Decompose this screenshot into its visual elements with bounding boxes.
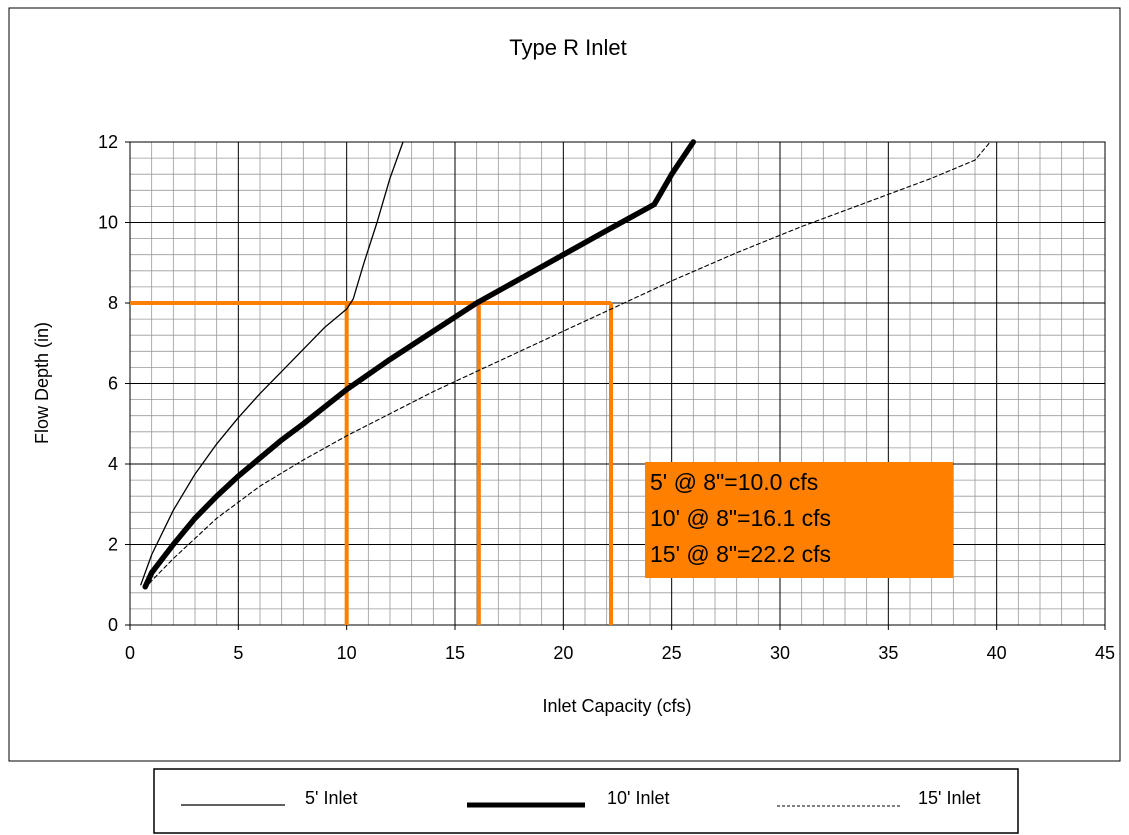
y-tick-label: 2 [108, 535, 118, 555]
series-line-0 [140, 141, 404, 586]
y-axis-title: Flow Depth (in) [32, 322, 52, 444]
legend-label-10ft: 10' Inlet [607, 788, 669, 808]
x-tick-label: 45 [1095, 643, 1115, 663]
x-axis-title: Inlet Capacity (cfs) [542, 696, 691, 716]
reference-lines [130, 301, 613, 625]
y-tick-label: 12 [98, 132, 118, 152]
y-tick-label: 0 [108, 615, 118, 635]
x-tick-label: 35 [878, 643, 898, 663]
series-line-1 [142, 139, 697, 590]
annotation-line-3: 15' @ 8"=22.2 cfs [650, 541, 831, 567]
x-tick-label: 15 [445, 643, 465, 663]
legend-label-5ft: 5' Inlet [305, 788, 357, 808]
series-line-2 [144, 141, 991, 590]
y-axis-ticks: 0 2 4 6 8 10 12 [98, 132, 130, 635]
y-tick-label: 10 [98, 213, 118, 233]
x-tick-label: 30 [770, 643, 790, 663]
x-tick-label: 0 [125, 643, 135, 663]
annotation-line-2: 10' @ 8"=16.1 cfs [650, 505, 831, 531]
x-tick-label: 20 [553, 643, 573, 663]
legend-label-15ft: 15' Inlet [918, 788, 980, 808]
x-tick-label: 40 [987, 643, 1007, 663]
x-axis-ticks: 0 5 10 15 20 25 30 35 40 45 [125, 625, 1115, 663]
series-lines [140, 139, 991, 590]
y-tick-label: 8 [108, 293, 118, 313]
annotation-box: 5' @ 8"=10.0 cfs 10' @ 8"=16.1 cfs 15' @… [645, 462, 953, 578]
annotation-background [645, 462, 953, 578]
y-tick-label: 4 [108, 454, 118, 474]
x-tick-label: 25 [662, 643, 682, 663]
legend: 5' Inlet 10' Inlet 15' Inlet [153, 768, 1019, 834]
annotation-line-1: 5' @ 8"=10.0 cfs [650, 469, 818, 495]
y-tick-label: 6 [108, 374, 118, 394]
chart-area-border [8, 7, 1121, 762]
x-tick-label: 5 [233, 643, 243, 663]
x-tick-label: 10 [337, 643, 357, 663]
chart-title: Type R Inlet [509, 35, 626, 60]
legend-box [153, 768, 1019, 834]
